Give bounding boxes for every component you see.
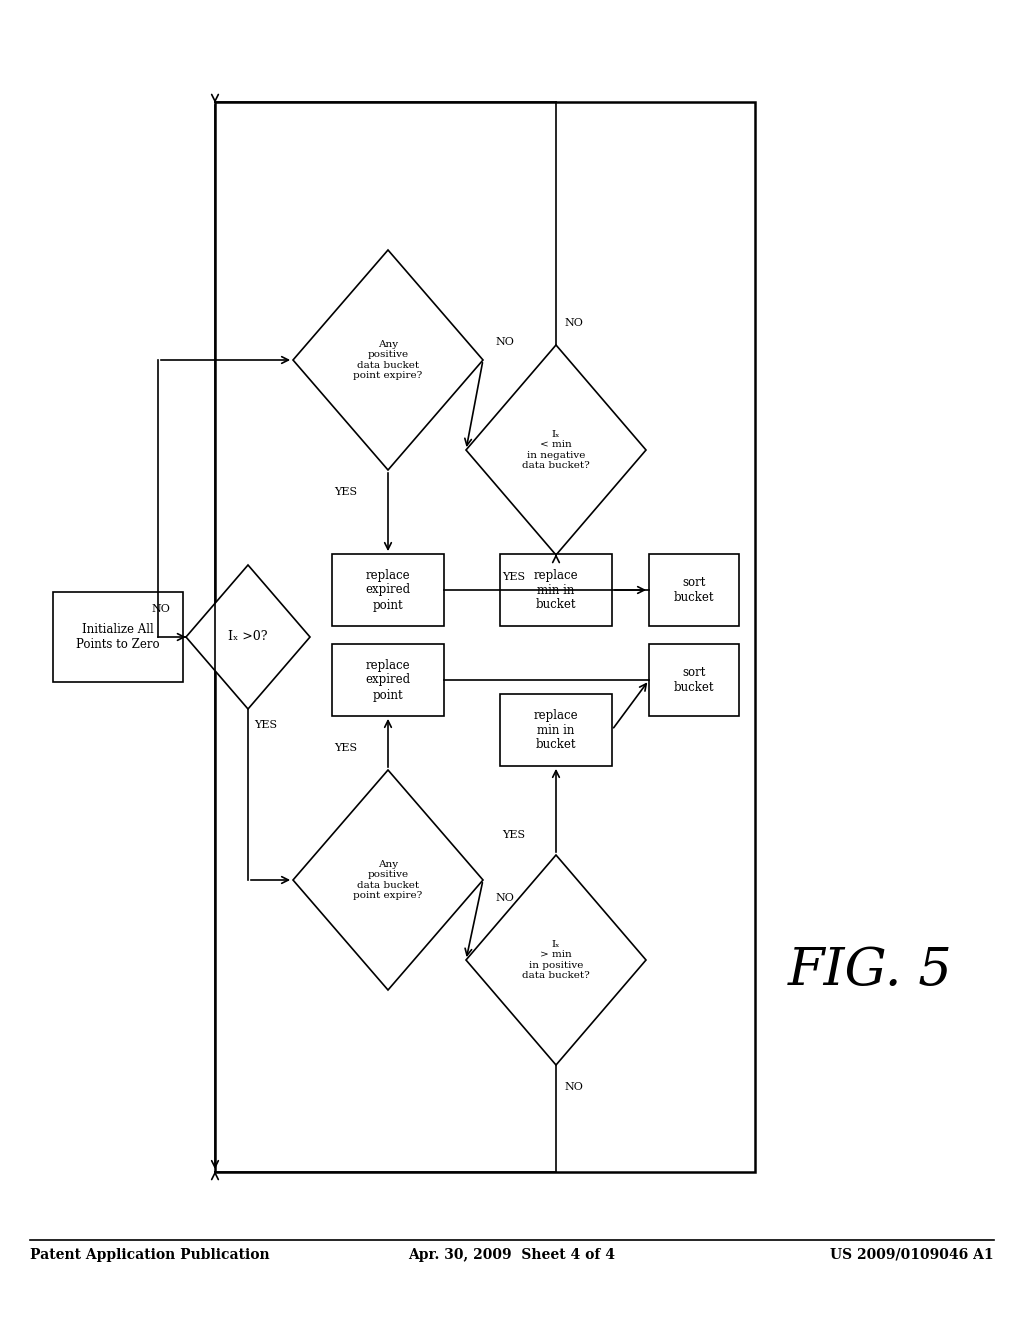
FancyBboxPatch shape [332,644,444,715]
FancyBboxPatch shape [649,644,739,715]
Text: YES: YES [254,719,278,730]
FancyBboxPatch shape [649,554,739,626]
Text: Iₓ >0?: Iₓ >0? [228,631,267,644]
Text: replace
expired
point: replace expired point [366,569,411,611]
Text: Iₓ
< min
in negative
data bucket?: Iₓ < min in negative data bucket? [522,430,590,470]
Text: FIG. 5: FIG. 5 [787,945,952,995]
Text: Initialize All
Points to Zero: Initialize All Points to Zero [76,623,160,651]
Text: replace
min in
bucket: replace min in bucket [534,709,579,751]
Text: Any
positive
data bucket
point expire?: Any positive data bucket point expire? [353,339,423,380]
Text: NO: NO [496,337,514,347]
Polygon shape [293,249,483,470]
Text: Patent Application Publication: Patent Application Publication [30,1247,269,1262]
Polygon shape [186,565,310,709]
Text: US 2009/0109046 A1: US 2009/0109046 A1 [830,1247,994,1262]
FancyBboxPatch shape [53,591,183,682]
Polygon shape [466,345,646,554]
Text: YES: YES [503,572,525,582]
Text: NO: NO [496,894,514,903]
FancyBboxPatch shape [500,694,612,766]
Text: Apr. 30, 2009  Sheet 4 of 4: Apr. 30, 2009 Sheet 4 of 4 [409,1247,615,1262]
FancyBboxPatch shape [215,102,755,1172]
Text: Iₓ
> min
in positive
data bucket?: Iₓ > min in positive data bucket? [522,940,590,979]
Text: NO: NO [564,318,584,327]
Text: sort
bucket: sort bucket [674,667,715,694]
Text: replace
expired
point: replace expired point [366,659,411,701]
Polygon shape [466,855,646,1065]
FancyBboxPatch shape [500,554,612,626]
Text: NO: NO [152,605,170,614]
Text: YES: YES [335,743,357,752]
Text: Any
positive
data bucket
point expire?: Any positive data bucket point expire? [353,859,423,900]
Text: sort
bucket: sort bucket [674,576,715,605]
Text: NO: NO [564,1082,584,1092]
Text: YES: YES [335,487,357,498]
Polygon shape [293,770,483,990]
Text: replace
min in
bucket: replace min in bucket [534,569,579,611]
FancyBboxPatch shape [332,554,444,626]
Text: YES: YES [503,830,525,840]
